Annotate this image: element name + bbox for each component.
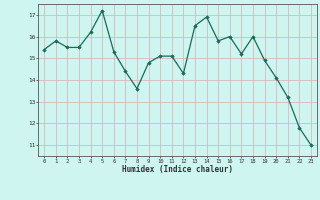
- X-axis label: Humidex (Indice chaleur): Humidex (Indice chaleur): [122, 165, 233, 174]
